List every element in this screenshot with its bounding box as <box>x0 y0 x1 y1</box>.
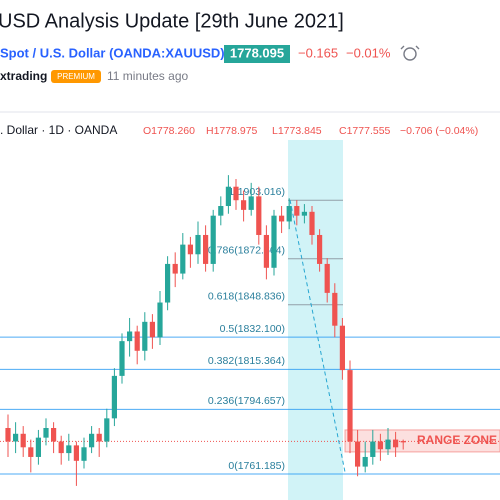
candle-body <box>324 263 330 293</box>
fib-label: 0(1761.185) <box>228 460 285 472</box>
candle-body <box>393 439 399 448</box>
plot: RANGE ZONE1(1903.016)0.786(1872.664)0.61… <box>0 175 500 486</box>
candle-body <box>73 445 79 461</box>
candle-body <box>218 206 224 216</box>
candle-body <box>51 428 57 442</box>
candle-body <box>195 234 201 255</box>
fib-label: 0.236(1794.657) <box>208 395 285 407</box>
icon[interactable] <box>400 45 420 61</box>
candle-body <box>20 433 26 448</box>
range-zone-label: RANGE ZONE <box>417 433 497 447</box>
candle-body <box>111 375 117 419</box>
candle-body <box>180 244 186 274</box>
badge-bg <box>51 70 101 83</box>
candle-body <box>81 447 87 461</box>
candle-body <box>187 244 193 255</box>
fib-label: 1(1903.016) <box>228 186 285 198</box>
candle-body <box>96 433 102 442</box>
candle-body <box>263 234 269 268</box>
candle-body <box>355 441 361 467</box>
candle-body <box>233 186 239 201</box>
price: 1778.095 <box>230 45 284 60</box>
legend-bg <box>0 120 500 140</box>
change-pct: −0.01% <box>346 45 391 60</box>
candle-body <box>241 200 247 210</box>
candle-body <box>385 439 391 450</box>
candle-body <box>225 186 231 207</box>
legend-low: L1773.845 <box>272 125 322 137</box>
candle-body <box>58 441 64 454</box>
candle-body <box>104 418 110 442</box>
idea-title: USD Analysis Update [29th June 2021] <box>0 10 344 32</box>
legend-close: C1777.555 <box>339 125 391 137</box>
legend-open: O1778.260 <box>143 125 195 137</box>
candle-body <box>339 325 345 371</box>
projection <box>289 199 346 473</box>
change: −0.165 <box>298 45 338 60</box>
candle-body <box>370 441 376 457</box>
candle-body <box>134 331 140 351</box>
candle-body <box>35 437 41 457</box>
candle-body <box>271 215 277 268</box>
time: 11 minutes ago <box>107 69 188 83</box>
candle-body <box>309 211 315 235</box>
legend-symbol: . Dollar · 1D · OANDA <box>0 123 117 137</box>
fib-label: 0.618(1848.836) <box>208 291 285 303</box>
candle-body <box>203 234 209 264</box>
candle-body <box>248 196 254 210</box>
candle-body <box>301 211 307 216</box>
candle-body <box>294 206 300 216</box>
symbol[interactable]: Spot / U.S. Dollar (OANDA:XAUUSD) <box>0 45 225 60</box>
candle-body <box>157 302 163 338</box>
candle-body <box>119 341 125 376</box>
candle-body <box>347 370 353 442</box>
candle-body <box>279 215 285 222</box>
candle-body <box>43 428 49 438</box>
candle-body <box>362 456 368 467</box>
fib-label: 0.5(1832.100) <box>220 323 285 335</box>
candle-body <box>400 441 406 443</box>
candle-body <box>377 441 383 450</box>
legend-high: H1778.975 <box>206 125 258 137</box>
candle-body <box>149 321 155 338</box>
candle-body <box>332 292 338 326</box>
candle-body <box>256 196 262 235</box>
candle-body <box>89 433 95 448</box>
price-badge <box>224 45 290 63</box>
candle-body <box>286 206 292 222</box>
candle-body <box>210 215 216 264</box>
candle-body <box>28 447 34 457</box>
candle-body <box>142 321 148 351</box>
candle-body <box>317 234 323 264</box>
candle-body <box>5 428 11 442</box>
candle-body <box>13 433 19 442</box>
candle-body <box>66 445 72 454</box>
candle-body <box>127 331 133 342</box>
candle-body <box>165 263 171 303</box>
badge: PREMIUM <box>57 72 95 81</box>
legend-change: −0.706 (−0.04%) <box>400 125 478 137</box>
author[interactable]: xtrading <box>0 69 47 83</box>
candle-body <box>172 263 178 274</box>
fib-label: 0.382(1815.364) <box>208 355 285 367</box>
